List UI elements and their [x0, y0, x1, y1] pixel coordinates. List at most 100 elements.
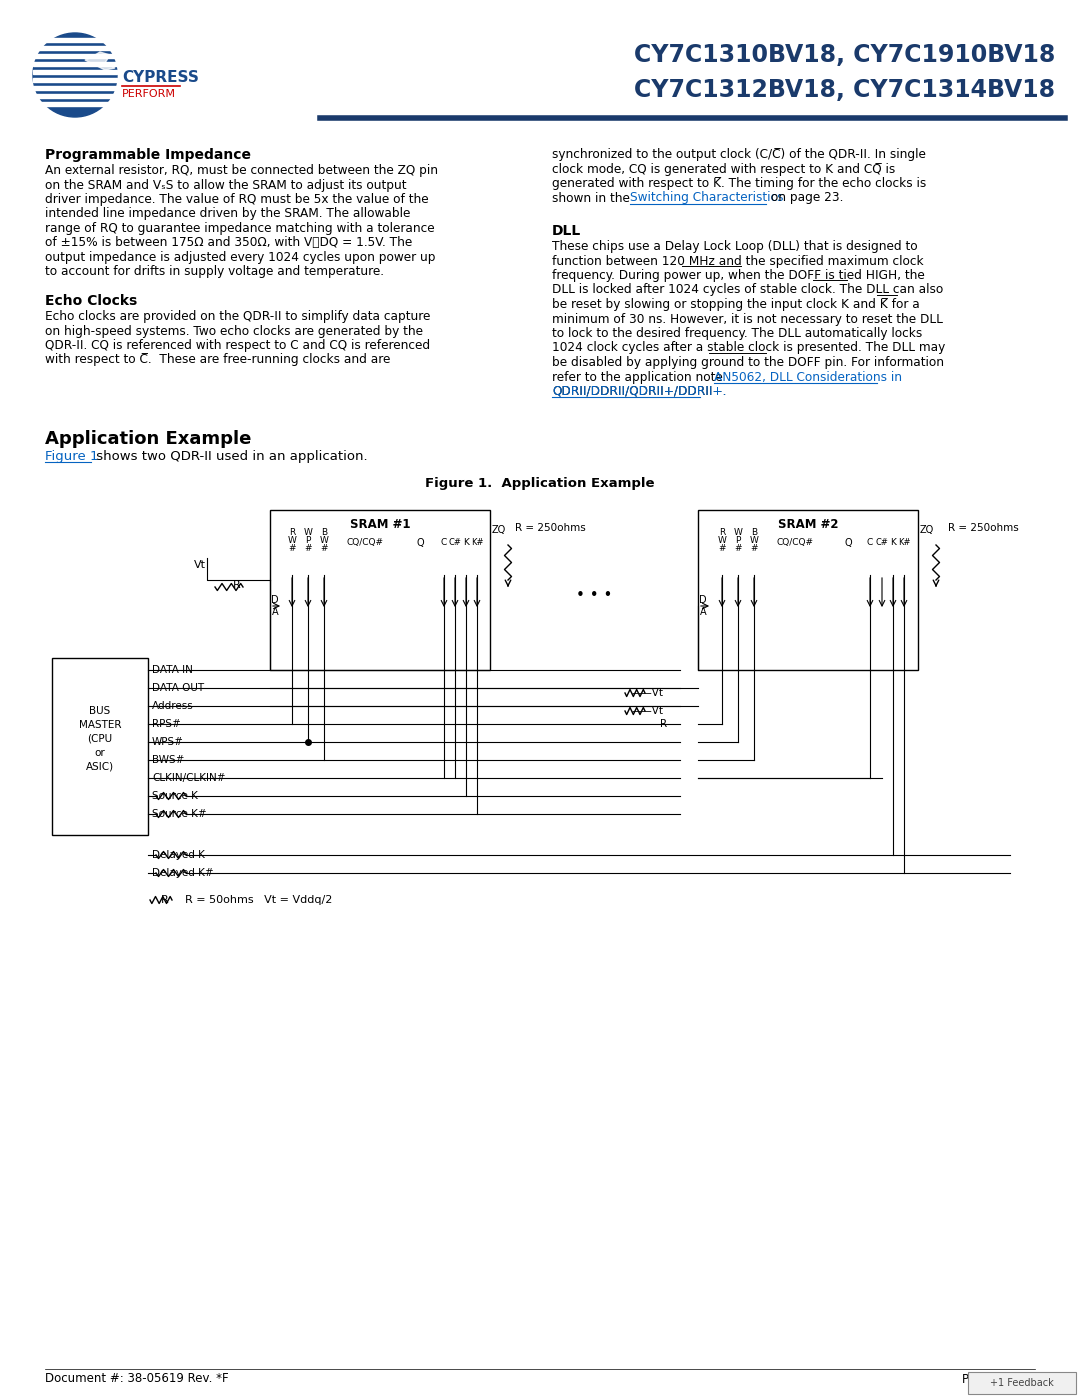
Text: W: W [733, 528, 742, 536]
Text: on page 23.: on page 23. [767, 191, 843, 204]
Text: R = 50ohms   Vt = Vddq/2: R = 50ohms Vt = Vddq/2 [185, 895, 333, 905]
Text: W: W [287, 536, 296, 545]
Text: 1024 clock cycles after a stable clock is presented. The DLL may: 1024 clock cycles after a stable clock i… [552, 341, 945, 355]
Text: CY7C1312BV18, CY7C1314BV18: CY7C1312BV18, CY7C1314BV18 [634, 78, 1055, 102]
Text: D: D [699, 595, 706, 605]
Text: Source K#: Source K# [152, 809, 206, 819]
Bar [968, 1372, 1076, 1394]
Text: Delayed K#: Delayed K# [152, 868, 214, 877]
Text: K#: K# [471, 538, 483, 548]
Text: ——Vt: ——Vt [632, 705, 664, 717]
Bar [33, 102, 117, 106]
Text: shows two QDR-II used in an application.: shows two QDR-II used in an application. [92, 450, 367, 462]
Text: C#: C# [876, 538, 889, 548]
Bar [33, 53, 117, 59]
Text: A: A [700, 608, 706, 617]
Text: on high-speed systems. Two echo clocks are generated by the: on high-speed systems. Two echo clocks a… [45, 324, 423, 338]
Bar [33, 70, 117, 74]
Text: frequency. During power up, when the DOFF is tied HIGH, the: frequency. During power up, when the DOF… [552, 270, 924, 282]
Text: output impedance is adjusted every 1024 cycles upon power up: output impedance is adjusted every 1024 … [45, 251, 435, 264]
Text: CYPRESS: CYPRESS [122, 70, 199, 85]
Text: ZQ: ZQ [492, 525, 507, 535]
Text: AN5062, DLL Considerations in: AN5062, DLL Considerations in [714, 370, 902, 384]
Text: Switching Characteristics: Switching Characteristics [630, 191, 783, 204]
Text: to lock to the desired frequency. The DLL automatically locks: to lock to the desired frequency. The DL… [552, 327, 922, 339]
Text: • • •: • • • [576, 588, 612, 602]
Text: generated with respect to K̅. The timing for the echo clocks is: generated with respect to K̅. The timing… [552, 177, 927, 190]
Text: intended line impedance driven by the SRAM. The allowable: intended line impedance driven by the SR… [45, 208, 410, 221]
Text: DATA OUT: DATA OUT [152, 683, 204, 693]
Bar [33, 46, 117, 50]
Text: R: R [233, 580, 241, 590]
Text: Application Example: Application Example [45, 430, 252, 448]
Text: D: D [271, 595, 279, 605]
Text: WPS#: WPS# [152, 738, 184, 747]
Text: be reset by slowing or stopping the input clock K and K̅ for a: be reset by slowing or stopping the inpu… [552, 298, 920, 312]
Text: W: W [320, 536, 328, 545]
Text: Programmable Impedance: Programmable Impedance [45, 148, 251, 162]
Text: #: # [321, 543, 327, 553]
Text: DLL: DLL [552, 224, 581, 237]
Text: CQ/CQ#: CQ/CQ# [777, 538, 813, 548]
Text: be disabled by applying ground to the DOFF pin. For information: be disabled by applying ground to the DO… [552, 356, 944, 369]
Text: driver impedance. The value of RQ must be 5x the value of the: driver impedance. The value of RQ must b… [45, 193, 429, 205]
Text: ZQ: ZQ [920, 525, 934, 535]
Text: clock mode, CQ is generated with respect to K and CQ̅ is: clock mode, CQ is generated with respect… [552, 162, 895, 176]
Text: W: W [750, 536, 758, 545]
Text: PERFORM: PERFORM [122, 89, 176, 99]
Text: of ±15% is between 175Ω and 350Ω, with V₝DQ = 1.5V. The: of ±15% is between 175Ω and 350Ω, with V… [45, 236, 413, 250]
Bar [33, 77, 117, 82]
Text: range of RQ to guarantee impedance matching with a tolerance: range of RQ to guarantee impedance match… [45, 222, 434, 235]
Bar [270, 510, 490, 671]
Text: function between 120 MHz and the specified maximum clock: function between 120 MHz and the specifi… [552, 254, 923, 267]
Text: Page 9 of 29: Page 9 of 29 [961, 1372, 1035, 1386]
Text: BUS
MASTER
(CPU
or
ASIC): BUS MASTER (CPU or ASIC) [79, 705, 121, 771]
Text: W: W [303, 528, 312, 536]
Text: CLKIN/CLKIN#: CLKIN/CLKIN# [152, 773, 226, 782]
Text: DATA IN: DATA IN [152, 665, 193, 675]
Text: CY7C1310BV18, CY7C1910BV18: CY7C1310BV18, CY7C1910BV18 [634, 43, 1055, 67]
Text: QDR-II. CQ is referenced with respect to C and CQ is referenced: QDR-II. CQ is referenced with respect to… [45, 339, 430, 352]
Text: #: # [718, 543, 726, 553]
Text: Address: Address [152, 701, 193, 711]
Text: SRAM #1: SRAM #1 [350, 518, 410, 531]
Text: C: C [441, 538, 447, 548]
Text: Echo Clocks: Echo Clocks [45, 293, 137, 307]
Text: R = 250ohms: R = 250ohms [515, 522, 585, 534]
Text: Figure 1: Figure 1 [45, 450, 98, 462]
Text: #: # [305, 543, 312, 553]
Text: Figure 1.  Application Example: Figure 1. Application Example [426, 476, 654, 490]
Text: on the SRAM and VₛS to allow the SRAM to adjust its output: on the SRAM and VₛS to allow the SRAM to… [45, 179, 406, 191]
Text: minimum of 30 ns. However, it is not necessary to reset the DLL: minimum of 30 ns. However, it is not nec… [552, 313, 943, 326]
Text: C: C [867, 538, 873, 548]
Text: Q: Q [845, 538, 852, 548]
Bar [33, 38, 117, 42]
Text: R: R [660, 719, 667, 729]
Text: A: A [272, 608, 279, 617]
Text: QDRII/DDRII/QDRII+/DDRII+.: QDRII/DDRII/QDRII+/DDRII+. [552, 386, 727, 398]
Text: Q: Q [416, 538, 423, 548]
Text: R: R [161, 895, 168, 905]
Text: These chips use a Delay Lock Loop (DLL) that is designed to: These chips use a Delay Lock Loop (DLL) … [552, 240, 918, 253]
Text: ——Vt: ——Vt [632, 687, 664, 698]
Text: SRAM #2: SRAM #2 [778, 518, 838, 531]
Bar [33, 94, 117, 98]
Text: Document #: 38-05619 Rev. *F: Document #: 38-05619 Rev. *F [45, 1372, 229, 1386]
Text: Echo clocks are provided on the QDR-II to simplify data capture: Echo clocks are provided on the QDR-II t… [45, 310, 430, 323]
Text: to account for drifts in supply voltage and temperature.: to account for drifts in supply voltage … [45, 265, 384, 278]
Text: K: K [890, 538, 896, 548]
Text: synchronized to the output clock (C/C̅) of the QDR-II. In single: synchronized to the output clock (C/C̅) … [552, 148, 926, 161]
Text: #: # [734, 543, 742, 553]
Bar [33, 85, 117, 89]
Text: Delayed K: Delayed K [152, 849, 205, 861]
Text: shown in the: shown in the [552, 191, 630, 204]
Text: An external resistor, RQ, must be connected between the ZQ pin: An external resistor, RQ, must be connec… [45, 163, 438, 177]
Circle shape [33, 34, 117, 117]
Text: R: R [288, 528, 295, 536]
Text: QDRII/DDRII/QDRII+/DDRII+.: QDRII/DDRII/QDRII+/DDRII+. [552, 386, 727, 398]
Text: BWS#: BWS# [152, 754, 185, 766]
Text: K#: K# [897, 538, 910, 548]
Text: W: W [717, 536, 727, 545]
Text: #: # [288, 543, 296, 553]
Text: with respect to C̅.  These are free-running clocks and are: with respect to C̅. These are free-runni… [45, 353, 390, 366]
